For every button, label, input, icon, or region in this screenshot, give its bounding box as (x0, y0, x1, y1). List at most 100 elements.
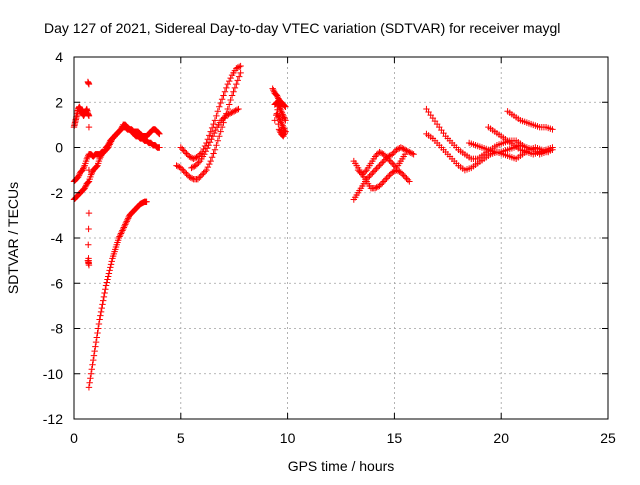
data-point-fill (105, 270, 113, 277)
data-point-fill (235, 63, 243, 71)
data-point (226, 110, 234, 117)
data-point (231, 108, 238, 115)
data-point-fill (155, 129, 162, 137)
data-point (233, 80, 240, 88)
data-point-fill (390, 161, 397, 169)
data-point (393, 146, 400, 153)
data-point (376, 148, 383, 156)
data-point (107, 264, 114, 271)
data-point (549, 144, 556, 151)
data-point (85, 384, 93, 391)
data-point-fill (123, 218, 130, 225)
data-point (280, 132, 287, 140)
data-point-fill (89, 361, 96, 368)
data-point-fill (369, 169, 376, 177)
data-point (100, 293, 108, 301)
data-point-fill (404, 176, 412, 184)
data-point (104, 144, 112, 151)
data-point (190, 155, 197, 163)
x-tick-label: 5 (177, 430, 185, 446)
data-point (207, 128, 214, 135)
data-point-fill (281, 129, 288, 137)
data-point-fill (188, 175, 196, 182)
data-point-fill (187, 174, 194, 181)
data-point-fill (400, 145, 407, 153)
ticks-layer: 0 5 10 15 20 25 -12 -10 -8 -6 -4 -2 0 2 4 (43, 49, 616, 446)
y-tick-label: 4 (55, 49, 63, 65)
data-point-fill (122, 219, 130, 227)
data-point-fill (407, 149, 414, 156)
data-point-fill (274, 106, 281, 113)
data-point (104, 273, 112, 280)
data-point (406, 148, 413, 156)
data-point (401, 173, 409, 181)
data-point-fill (235, 73, 243, 80)
data-point (282, 128, 289, 135)
data-point (207, 157, 214, 165)
data-point-fill (208, 154, 216, 161)
data-point (85, 255, 92, 262)
data-point-fill (85, 225, 92, 233)
data-point (218, 117, 225, 124)
y-axis-label: SDTVAR / TECUs (5, 182, 21, 294)
data-point-fill (196, 151, 203, 159)
data-point (122, 221, 129, 228)
y-tick-label: -8 (51, 321, 64, 337)
data-point (90, 356, 97, 364)
data-point-fill (217, 128, 224, 135)
data-point-fill (400, 172, 407, 179)
data-point-fill (232, 107, 239, 114)
data-point (177, 144, 184, 151)
data-point (119, 225, 127, 233)
data-point-fill (373, 151, 380, 159)
data-point (371, 185, 379, 192)
data-point (271, 117, 278, 124)
data-point-fill (210, 150, 217, 157)
data-point-fill (191, 154, 199, 162)
data-point (389, 151, 396, 158)
data-point (87, 370, 95, 377)
data-point-fill (391, 163, 399, 170)
data-point (85, 112, 93, 120)
data-point-fill (234, 77, 241, 84)
data-point-fill (204, 163, 212, 171)
data-point-fill (106, 141, 113, 148)
data-point (124, 216, 131, 224)
data-point (177, 164, 184, 172)
data-point (211, 146, 219, 153)
data-point-fill (90, 352, 98, 359)
data-point-fill (383, 175, 390, 182)
data-point-fill (280, 131, 288, 138)
data-point-fill (212, 126, 219, 134)
data-point-fill (183, 150, 190, 157)
data-point-fill (373, 165, 380, 172)
data-point-fill (93, 163, 100, 170)
data-point-fill (103, 279, 110, 286)
data-point-fill (193, 160, 201, 168)
data-point-fill (403, 147, 410, 154)
data-point-fill (106, 267, 113, 274)
data-point-fill (270, 86, 277, 94)
data-point (397, 144, 405, 151)
data-point-fill (118, 228, 125, 236)
data-point-fill (97, 308, 105, 316)
data-point (201, 151, 208, 158)
data-point-fill (404, 148, 412, 155)
y-tick-label: -2 (51, 185, 64, 201)
data-point-fill (213, 112, 220, 120)
data-point-fill (225, 111, 232, 118)
data-point-fill (180, 167, 187, 175)
data-point-fill (234, 64, 241, 71)
data-point (198, 171, 206, 178)
data-point (235, 105, 242, 113)
data-point-fill (373, 184, 380, 191)
data-point-fill (399, 170, 406, 178)
data-point-fill (377, 149, 385, 156)
data-point (205, 142, 212, 149)
data-point-fill (387, 158, 395, 166)
data-point-fill (403, 175, 410, 182)
data-point-fill (101, 289, 108, 297)
data-point-fill (226, 101, 233, 108)
